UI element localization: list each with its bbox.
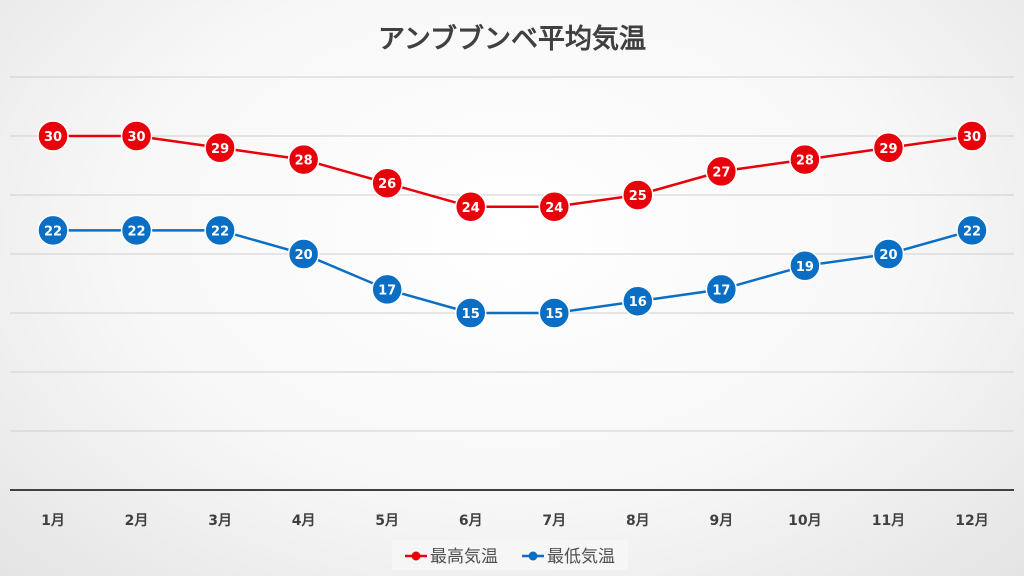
data-label: 24: [462, 201, 480, 216]
data-point: [622, 179, 654, 211]
data-label: 20: [295, 248, 313, 263]
data-point: [705, 155, 738, 188]
data-point: [287, 143, 320, 176]
x-tick-label: 3月: [208, 513, 232, 529]
data-point: [789, 250, 821, 282]
legend-marker: [528, 551, 538, 561]
legend-label: 最低気温: [547, 547, 615, 567]
data-label: 28: [295, 154, 313, 169]
legend-label: 最高気温: [430, 547, 498, 567]
data-label: 26: [378, 177, 396, 192]
x-tick-label: 11月: [872, 513, 905, 529]
x-tick-label: 2月: [125, 513, 149, 529]
data-point: [204, 214, 236, 247]
chart-title: アンブブンベ平均気温: [378, 23, 646, 55]
data-label: 15: [545, 307, 563, 322]
data-point: [287, 238, 320, 270]
data-point: [789, 143, 821, 176]
x-tick-label: 7月: [542, 513, 566, 529]
legend: 最高気温 最低気温: [392, 540, 628, 570]
data-label: 24: [545, 201, 563, 216]
series-layer: 30 30 29 28 26 24 24 25 27 28 29 30 22 22 22 20 17 15 15 16…: [37, 120, 988, 329]
data-point: [371, 273, 403, 306]
data-point: [120, 214, 153, 247]
data-label: 30: [127, 130, 145, 145]
series-line: [53, 229, 973, 315]
x-tick-label: 8月: [626, 513, 650, 529]
data-label: 17: [712, 283, 730, 298]
legend-marker: [411, 551, 421, 561]
data-label: 27: [712, 165, 730, 180]
data-label: 15: [462, 307, 480, 322]
data-point: [204, 132, 236, 164]
data-label: 29: [211, 142, 229, 157]
x-tick-label: 12月: [955, 513, 988, 529]
data-label: 29: [879, 142, 897, 157]
series-2: 22 22 22 20 17 15 15 16 17 19 20 22: [37, 214, 988, 329]
data-point: [705, 273, 738, 306]
data-point: [37, 214, 69, 247]
series-line: [53, 134, 973, 209]
x-tick-label: 10月: [788, 513, 821, 529]
data-point: [454, 191, 487, 223]
x-tick-label: 6月: [459, 513, 483, 529]
data-point: [454, 297, 487, 329]
legend-item: 最低気温: [522, 547, 615, 567]
gridlines: [10, 76, 1014, 491]
x-tick-label: 4月: [292, 513, 316, 529]
data-label: 22: [211, 224, 229, 239]
data-point: [120, 120, 153, 152]
x-tick-label: 9月: [709, 513, 733, 529]
data-point: [371, 167, 403, 199]
data-label: 28: [796, 154, 814, 169]
x-tick-label: 1月: [41, 513, 65, 529]
data-label: 19: [796, 260, 814, 275]
data-point: [37, 120, 69, 152]
data-point: [538, 191, 571, 223]
data-label: 25: [629, 189, 647, 204]
data-point: [622, 285, 654, 317]
data-label: 20: [879, 248, 897, 263]
series-1: 30 30 29 28 26 24 24 25 27 28 29 30: [37, 120, 988, 223]
data-point: [538, 297, 571, 329]
data-label: 22: [44, 224, 62, 239]
data-point: [956, 120, 988, 152]
data-point: [956, 214, 988, 247]
data-label: 17: [378, 283, 396, 298]
data-point: [872, 238, 905, 270]
x-axis-ticks: 1月 2月 3月 4月 5月 6月 7月 8月 9月 10月 11月 12月: [41, 513, 989, 529]
legend-box: [392, 540, 628, 570]
data-label: 30: [44, 130, 62, 145]
data-label: 22: [963, 224, 981, 239]
x-tick-label: 5月: [375, 513, 399, 529]
data-label: 30: [963, 130, 981, 145]
data-label: 22: [127, 224, 145, 239]
data-label: 16: [629, 295, 647, 310]
data-point: [872, 132, 905, 164]
legend-item: 最高気温: [405, 547, 498, 567]
